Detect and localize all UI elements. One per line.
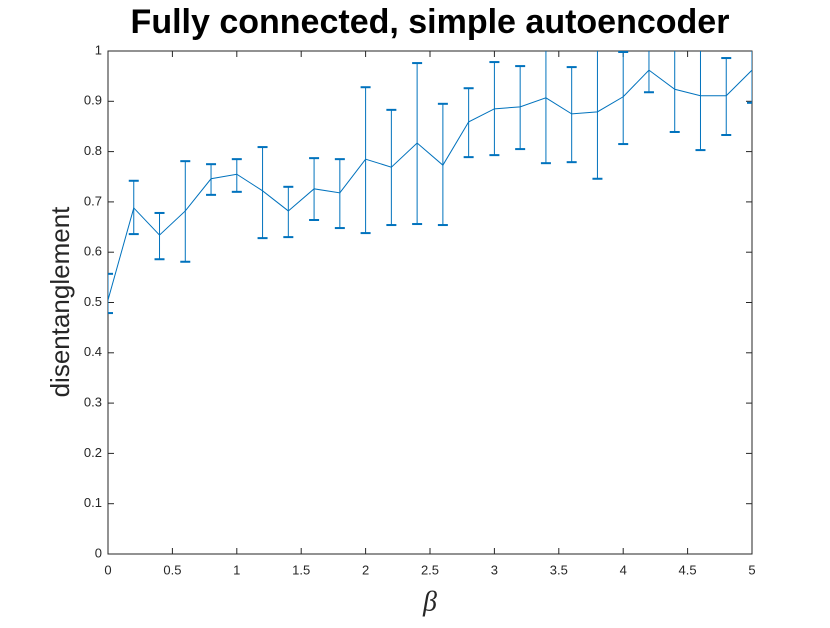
- x-tick-label: 4.5: [679, 562, 697, 577]
- y-tick-label: 0.6: [84, 244, 102, 259]
- y-tick-label: 0.2: [84, 445, 102, 460]
- x-axis-label: β: [422, 586, 437, 617]
- y-tick-label: 0.9: [84, 93, 102, 108]
- line: [108, 69, 752, 301]
- y-tick-label: 0: [95, 545, 102, 560]
- x-tick-label: 2.5: [421, 562, 439, 577]
- y-tick-label: 0.4: [84, 344, 102, 359]
- chart-title: Fully connected, simple autoencoder: [131, 3, 730, 41]
- x-tick-label: 3.5: [550, 562, 568, 577]
- y-tick-label: 0.1: [84, 495, 102, 510]
- x-tick-label: 1.5: [292, 562, 310, 577]
- y-tick-label: 0.5: [84, 294, 102, 309]
- x-tick-label: 4: [620, 562, 627, 577]
- x-tick-label: 0.5: [163, 562, 181, 577]
- x-tick-label: 2: [362, 562, 369, 577]
- y-tick-label: 0.7: [84, 193, 102, 208]
- y-tick-label: 0.3: [84, 395, 102, 410]
- x-tick-label: 0: [104, 562, 111, 577]
- x-tick-label: 3: [491, 562, 498, 577]
- plot-area: 0 0.1 0.2 0.3 0.4 0.5 0.6 0.7 0.8 0.9 1 0 0.5 1 1.5 2 2.…: [84, 42, 756, 577]
- y-axis-label: disentanglement: [45, 206, 75, 398]
- x-tick-label: 1: [233, 562, 240, 577]
- y-tick-label: 0.8: [84, 143, 102, 158]
- series-group: [108, 51, 752, 315]
- x-tick-label: 5: [748, 562, 755, 577]
- y-tick-label: 1: [95, 42, 102, 57]
